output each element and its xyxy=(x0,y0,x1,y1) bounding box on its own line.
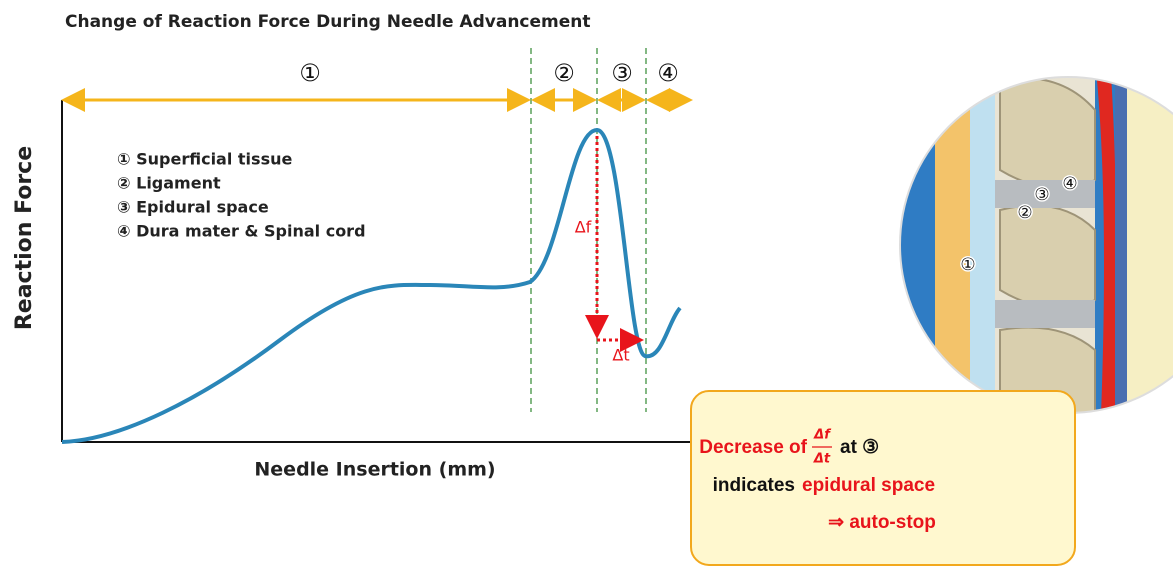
fraction-numerator: Δf xyxy=(813,428,832,443)
legend-item: ④ Dura mater & Spinal cord xyxy=(117,222,366,241)
image-label: ③ xyxy=(1034,185,1049,205)
fraction-denominator: Δt xyxy=(813,452,831,467)
spine-illustration xyxy=(880,60,1173,440)
region-label: ① xyxy=(299,59,321,87)
delta-t-label: Δt xyxy=(612,346,629,365)
figure: ① ② ③ ④ Change of Reaction Force During … xyxy=(0,0,1173,568)
image-label: ① xyxy=(960,255,975,275)
image-label: ④ xyxy=(1062,174,1077,194)
callout-text: at ③ xyxy=(840,437,879,458)
callout-text: Decrease of xyxy=(699,437,807,458)
callout-text: indicates xyxy=(713,475,795,496)
title: Change of Reaction Force During Needle A… xyxy=(65,12,591,32)
image-label: ② xyxy=(1017,203,1032,223)
callout-text: ⇒ auto-stop xyxy=(828,512,936,533)
legend-item: ② Ligament xyxy=(117,174,221,193)
legend-item: ③ Epidural space xyxy=(117,198,269,217)
region-label: ④ xyxy=(657,59,679,87)
region-label: ③ xyxy=(611,59,633,87)
region-label: ② xyxy=(553,59,575,87)
y-axis-label: Reaction Force xyxy=(12,146,37,330)
legend-item: ① Superficial tissue xyxy=(117,150,292,169)
callout-highlight: epidural space xyxy=(802,475,935,496)
delta-f-label: Δf xyxy=(575,218,592,237)
x-axis-label: Needle Insertion (mm) xyxy=(254,459,495,481)
